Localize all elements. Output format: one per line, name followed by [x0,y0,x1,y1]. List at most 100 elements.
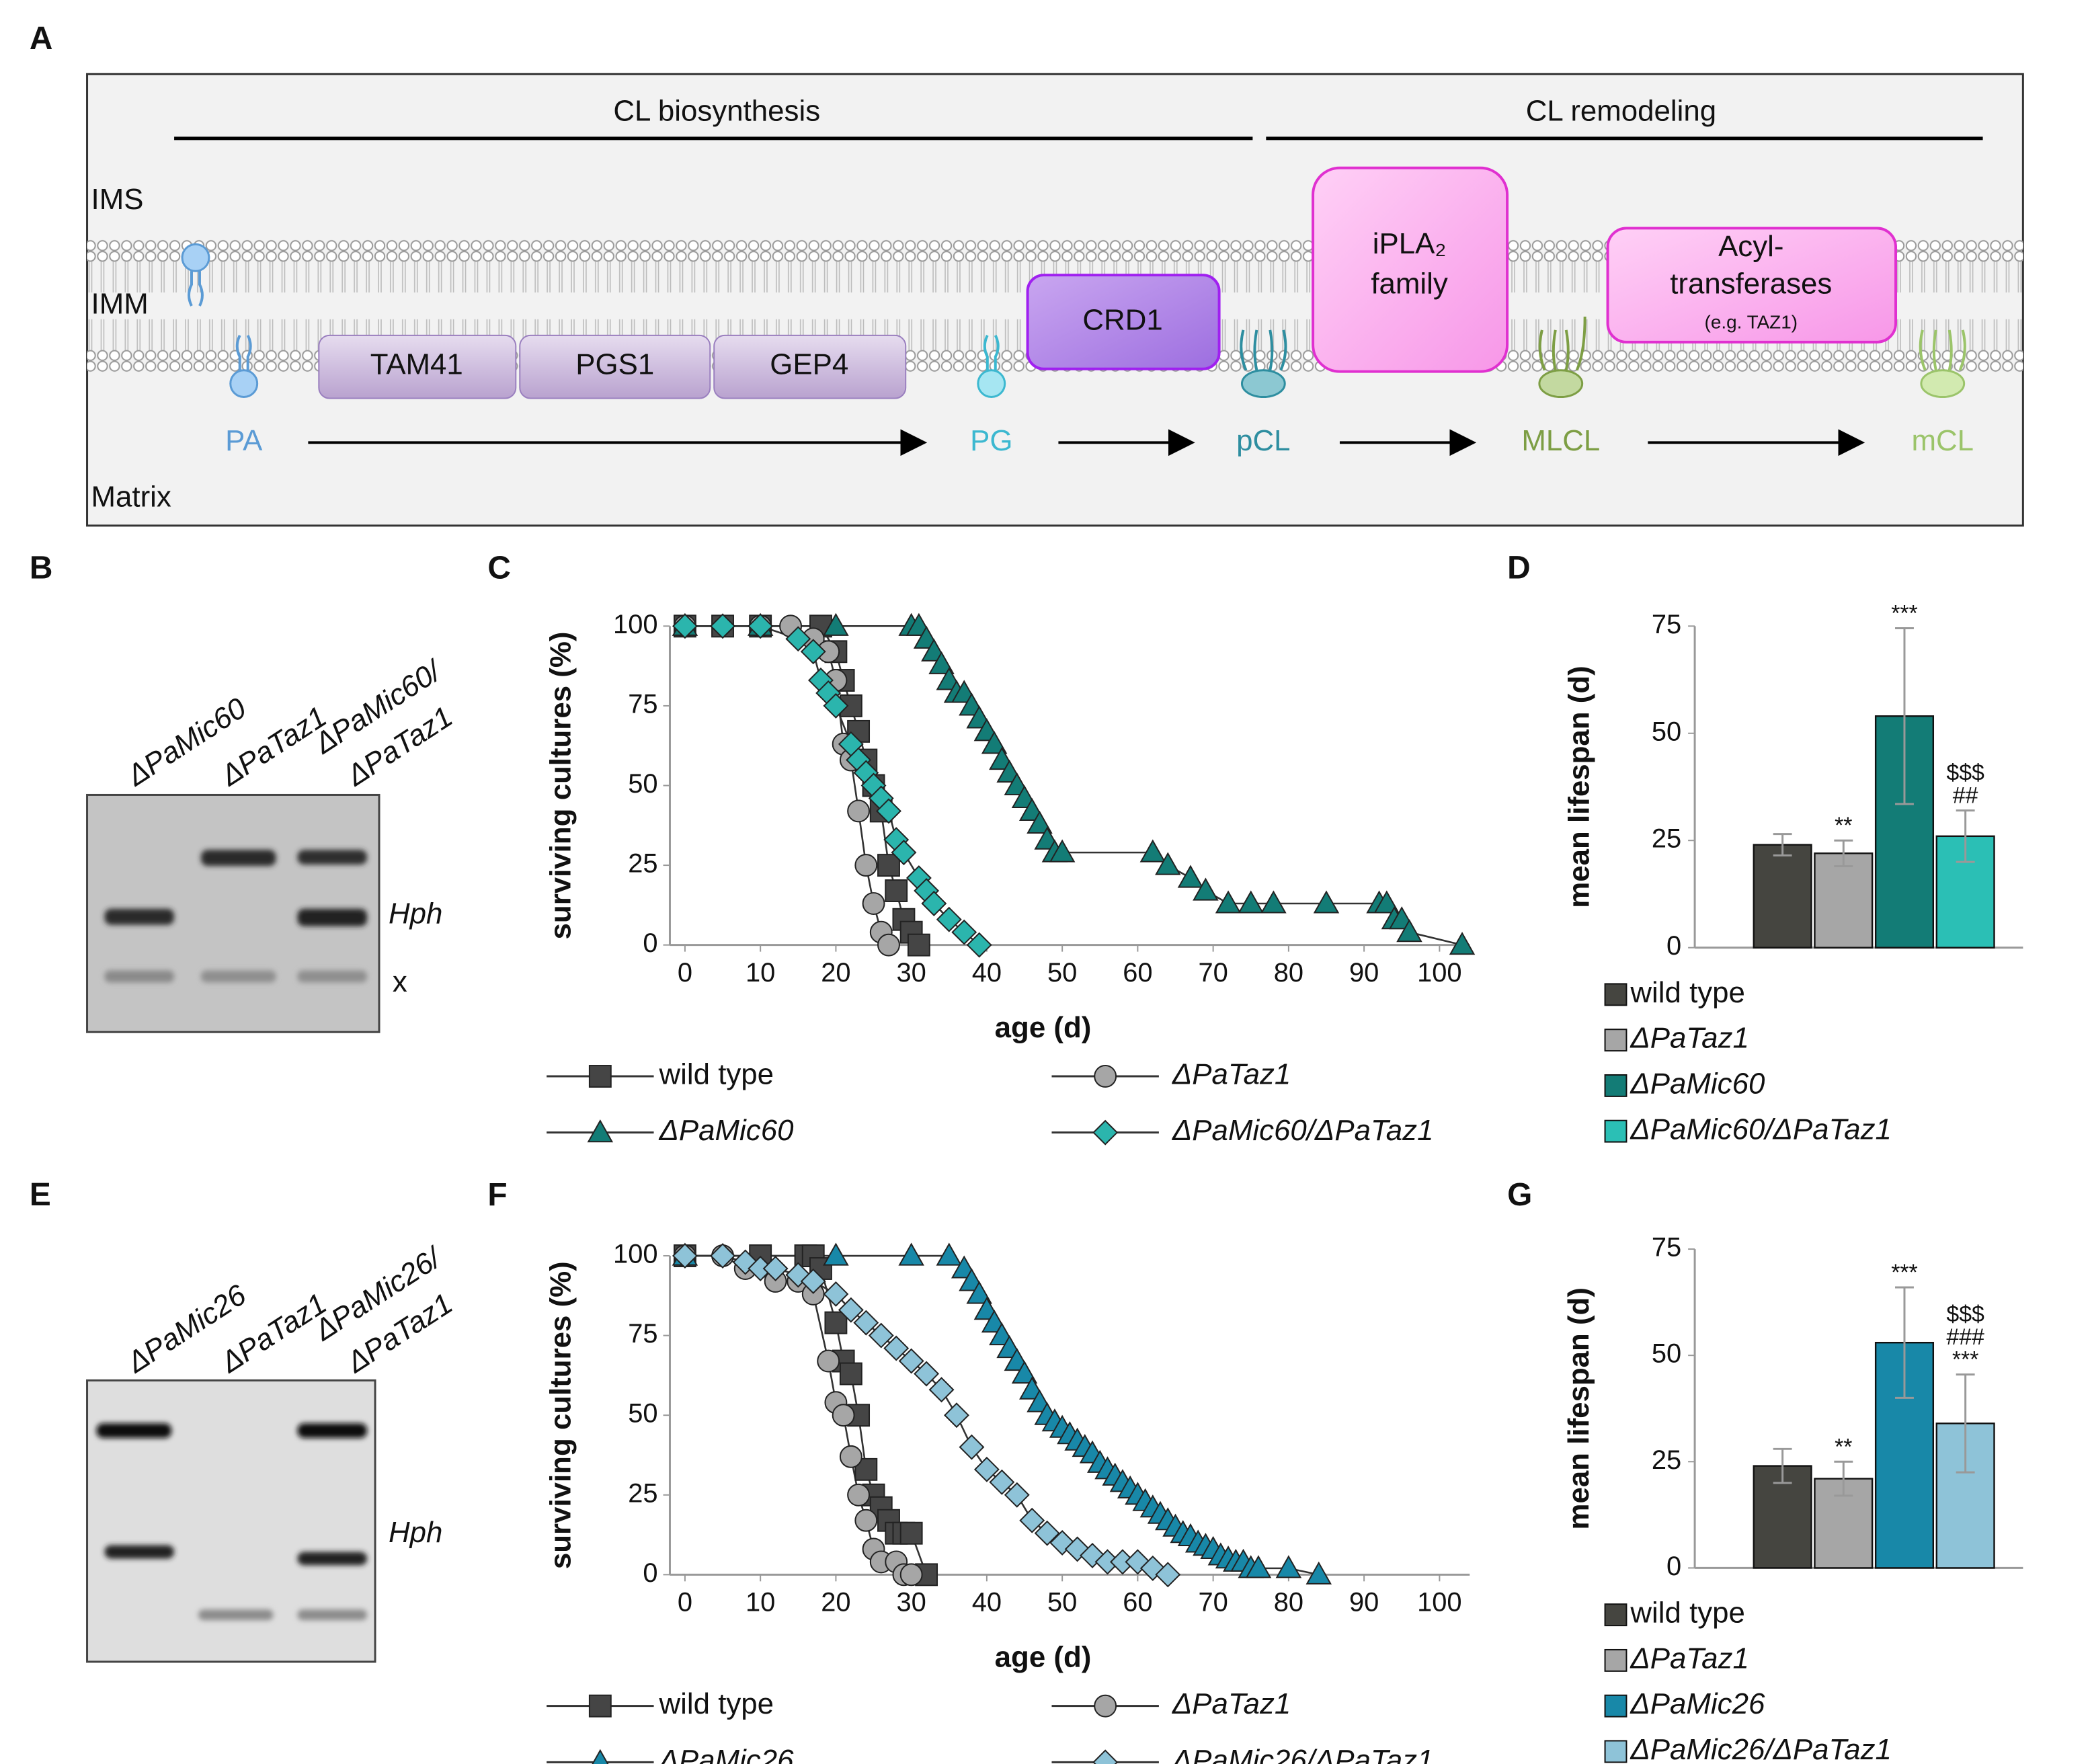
marker [928,1377,955,1403]
marker [592,1749,609,1764]
marker [1313,890,1340,914]
x-tick-label: 40 [972,1588,1002,1617]
y-tick-label: 100 [613,1240,657,1269]
enzyme-box [1606,227,1898,344]
compartment: IMS [91,183,144,216]
marker [823,1242,849,1266]
survival-line [684,625,1463,946]
gel [86,1379,376,1663]
marker [966,932,992,958]
marker [1275,1555,1302,1578]
y-tick-label: 50 [1652,1339,1681,1369]
lipid-icon [181,243,1966,399]
marker [832,1404,855,1427]
panel-label: C [487,550,511,586]
legend-label: ΔPaMic26/ΔPaTaz1 [1630,1733,1892,1764]
marker [868,1322,894,1349]
y-tick-label: 100 [613,610,657,639]
enzyme: transferases [1670,268,1832,300]
marker [762,1256,789,1281]
marker [936,1242,963,1266]
marker [1193,877,1219,901]
legend-label: ΔPaTaz1 [1630,1642,1749,1675]
marker [800,639,826,665]
x-tick-label: 60 [1123,958,1152,988]
lipid-label: pCL [1236,424,1290,457]
compartment: Matrix [91,481,171,514]
marker [1245,1555,1272,1578]
enzyme: (e.g. TAZ1) [1705,311,1798,332]
marker [944,1402,969,1429]
marker [1094,1065,1117,1088]
y-tick-label: 25 [1652,1445,1681,1475]
marker [1027,810,1053,834]
x-tick-label: 100 [1417,1588,1461,1617]
y-tick-label: 75 [1652,1233,1681,1262]
enzyme: Acyl- [1718,230,1783,263]
marker [847,799,871,823]
x-tick-label: 90 [1349,1588,1379,1617]
x-tick-label: 90 [1349,958,1379,988]
marker [981,731,1008,754]
y-tick-label: 0 [643,1558,657,1588]
legend-swatch [1604,1603,1627,1627]
marker [959,1434,985,1460]
marker [824,1311,848,1334]
y-tick-label: 25 [628,1478,657,1508]
compartment: IMM [91,288,149,321]
legend-label: ΔPaMic26 [1630,1687,1765,1720]
lipid-label: MLCL [1521,424,1600,457]
marker [854,854,878,877]
panel-label: D [1507,550,1531,586]
band-label: x [393,965,407,998]
marker [1305,1561,1332,1585]
x-tick-label: 30 [896,1588,926,1617]
bar [1753,844,1812,949]
x-tick-label: 20 [821,1588,850,1617]
survival-line [684,1254,1320,1576]
marker [1064,1536,1090,1562]
marker [785,626,811,652]
marker [891,840,917,866]
marker [817,1349,840,1373]
legend-label: ΔPaMic26 [659,1744,795,1764]
panel-label: G [1507,1177,1532,1213]
marker [883,1335,910,1361]
marker [862,892,885,915]
legend-swatch [1604,1740,1627,1763]
enzyme-box [519,334,711,399]
significance: ** [1835,1434,1852,1459]
y-axis-label: surviving cultures (%) [545,632,577,940]
x-axis-label: age (d) [995,1640,1092,1673]
panel-label: E [30,1177,51,1213]
marker [885,879,908,902]
marker [1092,1749,1119,1764]
y-tick-label: 25 [628,849,657,879]
y-tick-label: 0 [1666,931,1681,961]
y-tick-label: 75 [628,1319,657,1349]
bands [104,850,368,983]
marker [587,1119,614,1143]
legend-label: wild type [1630,976,1745,1009]
marker [588,1694,612,1718]
x-tick-label: 70 [1198,958,1228,988]
enzyme: GEP4 [770,348,848,380]
marker [748,613,774,639]
marker [1238,890,1264,914]
y-tick-label: 75 [628,689,657,719]
x-tick-label: 0 [678,1588,692,1617]
x-tick-label: 80 [1274,958,1303,988]
enzyme-box [1026,274,1221,370]
enzyme-box [318,334,517,399]
marker [899,1521,923,1545]
x-tick-label: 20 [821,958,850,988]
x-tick-label: 50 [1047,958,1077,988]
marker [823,612,849,636]
x-tick-label: 10 [746,1588,775,1617]
legend-label: ΔPaMic60 [659,1114,795,1147]
x-tick-label: 50 [1047,1588,1077,1617]
marker [839,1445,862,1468]
legend-swatch [1604,1694,1627,1718]
marker [1094,1694,1117,1718]
y-tick-label: 75 [1652,610,1681,639]
